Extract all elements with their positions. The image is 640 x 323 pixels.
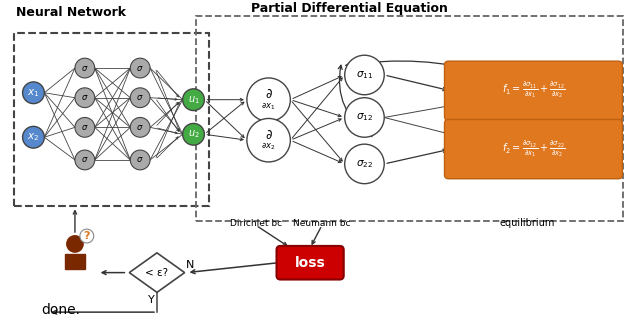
Circle shape — [22, 126, 44, 148]
Circle shape — [345, 55, 384, 95]
Circle shape — [247, 78, 291, 121]
Text: $\sigma$: $\sigma$ — [81, 93, 88, 102]
Text: equilibrium: equilibrium — [500, 218, 555, 228]
Text: $x_1$: $x_1$ — [28, 87, 40, 99]
Polygon shape — [65, 254, 85, 269]
Circle shape — [131, 150, 150, 170]
Text: done.: done. — [42, 303, 81, 317]
Text: $\sigma$: $\sigma$ — [136, 64, 144, 73]
Circle shape — [22, 82, 44, 104]
Circle shape — [75, 58, 95, 78]
Text: $\sigma_{11}$: $\sigma_{11}$ — [356, 69, 373, 81]
Circle shape — [345, 144, 384, 184]
Circle shape — [131, 58, 150, 78]
Text: $\partial x_1$: $\partial x_1$ — [261, 101, 276, 112]
Text: $f_2=\frac{\partial\sigma_{12}}{\partial x_1}+\frac{\partial\sigma_{22}}{\partia: $f_2=\frac{\partial\sigma_{12}}{\partial… — [502, 140, 565, 159]
Text: $\sigma$: $\sigma$ — [81, 155, 88, 164]
Text: < ε?: < ε? — [145, 268, 168, 277]
Text: ?: ? — [84, 231, 90, 241]
Circle shape — [182, 89, 204, 110]
FancyBboxPatch shape — [445, 120, 622, 179]
FancyBboxPatch shape — [445, 61, 622, 120]
Text: $u_1$: $u_1$ — [188, 94, 200, 106]
Text: $f_1=\frac{\partial\sigma_{11}}{\partial x_1}+\frac{\partial\sigma_{12}}{\partia: $f_1=\frac{\partial\sigma_{11}}{\partial… — [502, 81, 565, 100]
Text: Partial Differential Equation: Partial Differential Equation — [252, 2, 448, 15]
Text: N: N — [186, 260, 195, 270]
Circle shape — [182, 123, 204, 145]
Text: $\partial x_2$: $\partial x_2$ — [261, 142, 276, 152]
Text: Y: Y — [148, 295, 154, 305]
Text: $\sigma_{12}$: $\sigma_{12}$ — [356, 111, 373, 123]
Text: $\partial$: $\partial$ — [265, 88, 273, 101]
Text: $\sigma$: $\sigma$ — [81, 123, 88, 132]
Text: Neumann bc: Neumann bc — [293, 219, 351, 228]
Circle shape — [75, 150, 95, 170]
FancyBboxPatch shape — [276, 246, 344, 279]
Circle shape — [247, 119, 291, 162]
Circle shape — [131, 88, 150, 108]
Circle shape — [75, 88, 95, 108]
Text: Neural Network: Neural Network — [15, 6, 125, 19]
Text: $\sigma_{22}$: $\sigma_{22}$ — [356, 158, 373, 170]
Text: $u_2$: $u_2$ — [188, 128, 200, 140]
Text: $x_2$: $x_2$ — [28, 131, 40, 143]
Polygon shape — [129, 253, 184, 292]
Text: Dirichlet bc: Dirichlet bc — [230, 219, 282, 228]
Circle shape — [66, 235, 84, 253]
Text: $\sigma$: $\sigma$ — [136, 93, 144, 102]
Circle shape — [345, 98, 384, 137]
Text: $\sigma$: $\sigma$ — [136, 123, 144, 132]
Circle shape — [80, 229, 93, 243]
Text: $\partial$: $\partial$ — [265, 129, 273, 142]
Text: loss: loss — [295, 256, 326, 270]
Text: $\sigma$: $\sigma$ — [136, 155, 144, 164]
Circle shape — [75, 118, 95, 137]
Circle shape — [131, 118, 150, 137]
Text: $\sigma$: $\sigma$ — [81, 64, 88, 73]
